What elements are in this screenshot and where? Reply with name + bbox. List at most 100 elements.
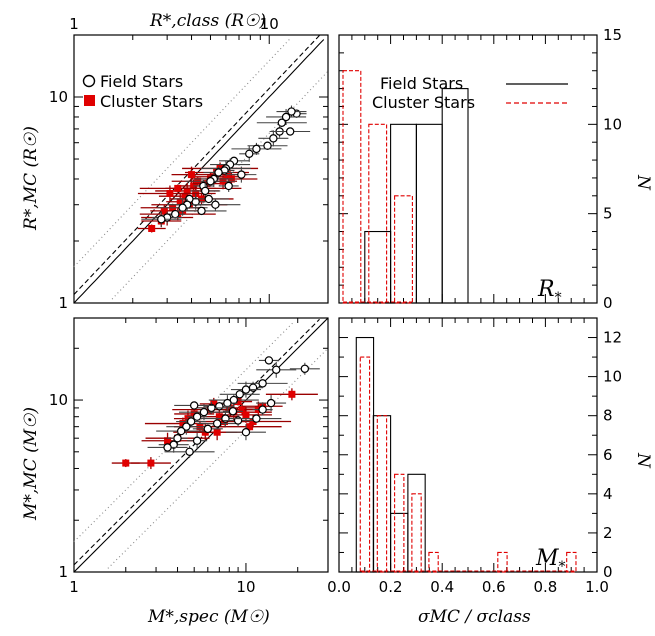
- m-scatter-field-point: [272, 365, 281, 374]
- data-points-layer: [111, 105, 320, 470]
- m-scatter-cluster-point: [210, 400, 218, 408]
- m-scatter-cluster-point: [184, 415, 192, 423]
- m-scatter-field-point: [235, 390, 244, 399]
- r-scatter-cluster-point: [181, 192, 189, 200]
- m-scatter-field-point: [182, 422, 191, 431]
- m-histogram-x-tick-label: 1.0: [585, 578, 609, 596]
- m-scatter-cluster-point: [249, 418, 257, 426]
- m-scatter-field-point: [300, 364, 310, 373]
- r-histogram-y-tick-label: 5: [603, 205, 613, 223]
- r-scatter-field-point: [178, 203, 187, 212]
- legend-field-marker: [82, 74, 96, 88]
- m-scatter-field-point: [203, 424, 213, 434]
- r-scatter-fit-line: [73, 35, 320, 295]
- m-scatter-field-point: [212, 419, 222, 428]
- r-scatter-field-point: [252, 144, 261, 154]
- m-histogram-x-tick-label: 0.0: [327, 578, 351, 596]
- m-scatter-one-to-one-line: [73, 317, 329, 573]
- m-scatter-cluster-point: [213, 428, 221, 436]
- m-histogram-x-axis-title: σMC / σclass: [418, 607, 531, 627]
- r-scatter-cluster-point: [176, 198, 184, 206]
- r-scatter-field-point: [287, 107, 296, 116]
- m-scatter-field-point: [185, 447, 194, 457]
- m-scatter-field-point: [176, 426, 186, 436]
- r-scatter-field-point: [245, 149, 254, 159]
- r-scatter-upper-sigma-line: [73, 38, 291, 268]
- hist-legend-field-label: Field Stars: [380, 74, 463, 93]
- m-scatter-x-axis-title: M*,spec (M☉): [147, 607, 270, 627]
- r-scatter-field-point: [263, 141, 272, 150]
- m-scatter-cluster-point: [234, 398, 242, 406]
- m-scatter-cluster-point: [246, 423, 254, 431]
- r-histogram-y-tick-label: 15: [603, 26, 622, 44]
- r-histogram-cluster-bar: [342, 70, 362, 304]
- m-scatter-x-tick-label: 1: [69, 578, 79, 596]
- r-scatter-cluster-point: [166, 190, 174, 198]
- m-scatter-frame: [73, 317, 329, 573]
- r-scatter-cluster-point: [188, 171, 196, 179]
- m-histogram-x-tick-label: 0.6: [482, 578, 506, 596]
- m-scatter-y-axis-title: M*,MC (M☉): [21, 407, 41, 521]
- r-histogram-y-axis-title: N: [633, 174, 653, 191]
- m-scatter-field-point: [199, 407, 209, 417]
- m-scatter-field-point: [241, 385, 251, 394]
- r-scatter-field-point: [201, 186, 210, 196]
- r-scatter-field-point: [206, 177, 215, 186]
- m-histogram-field-bar: [355, 336, 375, 573]
- m-scatter-cluster-point: [288, 390, 296, 398]
- m-scatter-lower-sigma-line: [107, 347, 329, 569]
- r-scatter-top-tick-label: 1: [69, 15, 79, 33]
- r-scatter-cluster-point: [183, 187, 191, 195]
- m-histogram-y-tick-label: 12: [603, 329, 622, 347]
- m-scatter-y-tick-label: 10: [49, 391, 68, 409]
- m-scatter-y-tick-label: 1: [58, 563, 68, 581]
- r-histogram-cluster-bar: [394, 195, 413, 304]
- r-scatter-field-point: [237, 170, 246, 179]
- m-scatter-field-point: [163, 443, 172, 452]
- m-histogram-cluster-bar: [376, 415, 388, 573]
- r-scatter-y-axis-title: R*,MC (R☉): [21, 126, 41, 231]
- r-scatter-field-point: [211, 200, 220, 209]
- m-histogram-y-tick-label: 10: [603, 368, 622, 386]
- m-histogram-field-bar: [407, 473, 426, 573]
- legend-cluster-marker: [84, 95, 95, 106]
- r-scatter-field-point: [269, 134, 278, 143]
- histogram-bars-layer: [342, 70, 577, 573]
- m-scatter-field-point: [215, 402, 224, 411]
- m-histogram-y-tick-label: 2: [603, 524, 613, 542]
- m-scatter-field-point: [264, 356, 274, 365]
- m-scatter-field-point: [223, 398, 232, 408]
- r-scatter-field-point: [281, 112, 291, 122]
- m-scatter-field-point: [248, 383, 258, 392]
- r-scatter-field-point: [197, 206, 206, 216]
- r-histogram-field-bar: [441, 88, 469, 304]
- m-scatter-field-point: [186, 417, 196, 426]
- m-scatter-field-point: [252, 414, 261, 423]
- r-scatter-top-axis-title: R*,class (R☉): [149, 11, 266, 31]
- m-scatter-x-tick-label: 10: [236, 578, 255, 596]
- m-scatter-field-point: [189, 401, 199, 410]
- r-scatter-lower-sigma-line: [111, 70, 329, 300]
- r-histogram-y-tick-label: 0: [603, 294, 613, 312]
- m-histogram-x-tick-label: 0.4: [430, 578, 454, 596]
- m-scatter-field-point: [221, 414, 230, 423]
- m-histogram-cluster-bar: [394, 473, 405, 573]
- m-scatter-cluster-point: [164, 437, 172, 445]
- r-histogram-cluster-bar: [368, 123, 388, 304]
- m-histogram-field-bar: [372, 415, 392, 573]
- r-scatter-field-point: [214, 168, 223, 177]
- m-scatter-field-point: [207, 403, 216, 413]
- m-scatter-cluster-point: [122, 459, 130, 467]
- m-scatter-field-point: [258, 379, 267, 388]
- r-scatter-top-tick-label: 10: [260, 15, 279, 33]
- m-scatter-field-point: [192, 412, 202, 421]
- m-histogram-x-tick-label: 0.2: [379, 578, 403, 596]
- m-scatter-cluster-point: [147, 459, 155, 467]
- r-scatter-cluster-point: [174, 184, 182, 192]
- m-histogram-y-axis-title: N: [633, 452, 653, 469]
- m-scatter-cluster-point: [179, 420, 187, 428]
- r-histogram-y-tick-label: 10: [603, 115, 622, 133]
- m-histogram-y-tick-label: 4: [603, 485, 613, 503]
- r-scatter-y-tick-label: 1: [58, 294, 68, 312]
